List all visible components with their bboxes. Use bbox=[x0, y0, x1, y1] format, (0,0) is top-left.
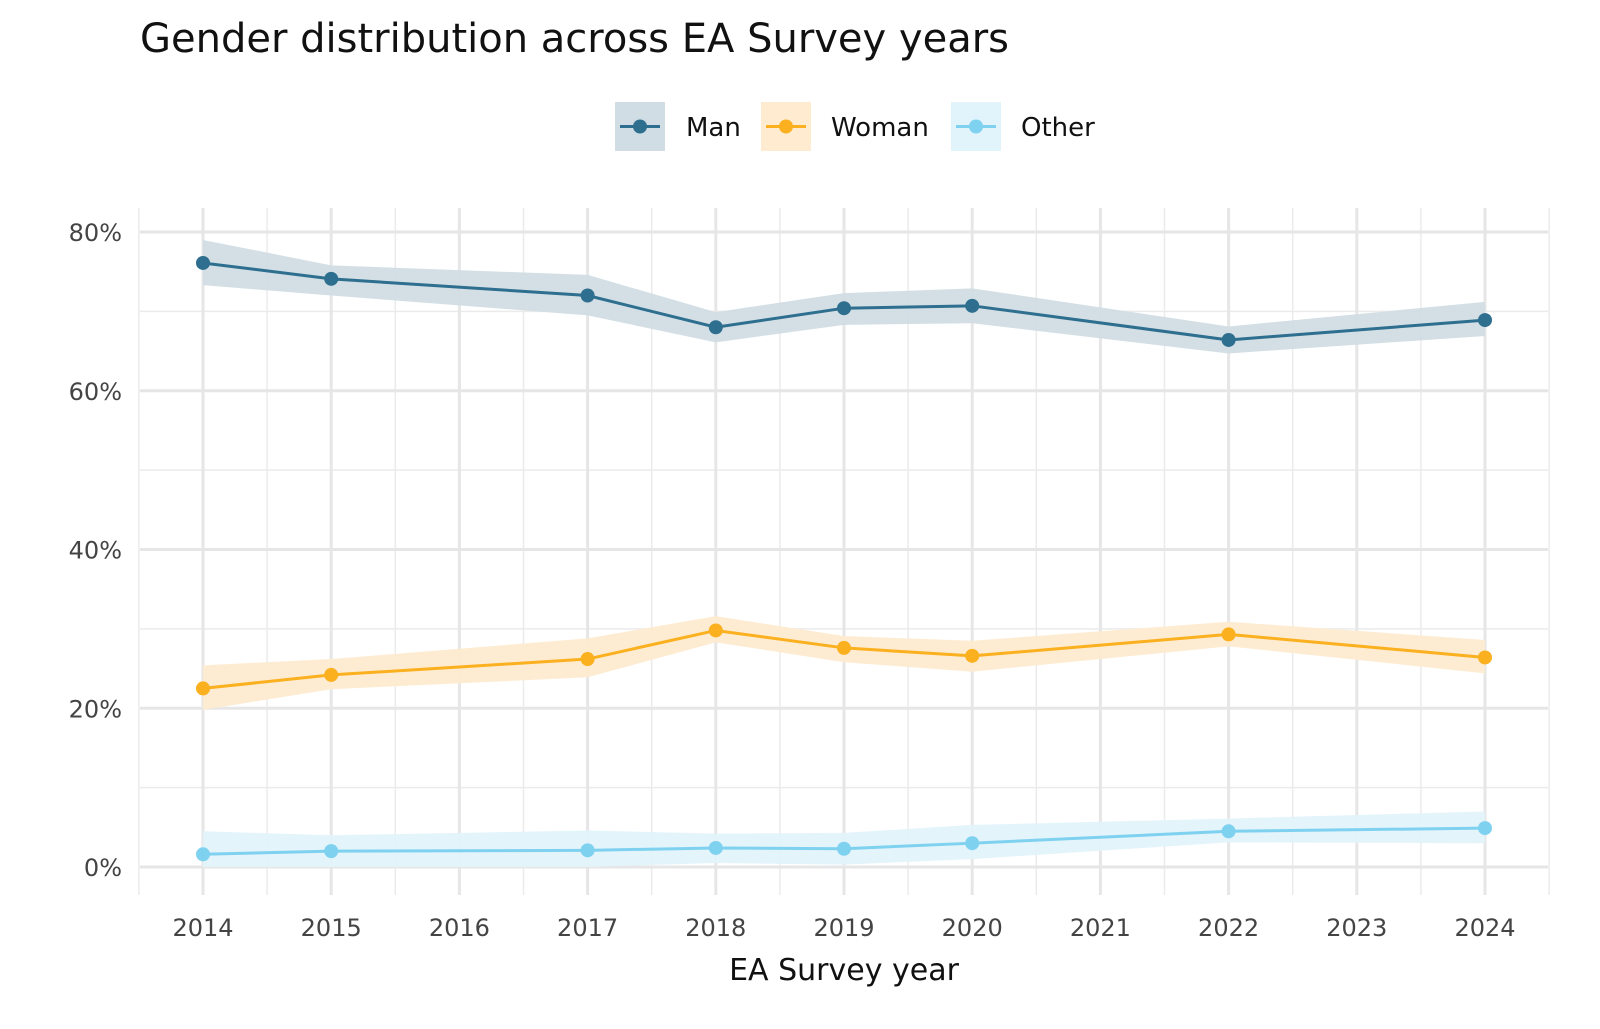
point-man bbox=[1221, 332, 1236, 347]
point-man bbox=[196, 255, 210, 270]
point-other bbox=[324, 844, 339, 859]
ribbon-other bbox=[203, 811, 1485, 867]
ribbon-man bbox=[203, 239, 1485, 354]
y-tick-label: 60% bbox=[69, 378, 122, 406]
x-tick-label: 2022 bbox=[1198, 914, 1259, 942]
point-man bbox=[324, 271, 339, 286]
point-other bbox=[580, 843, 595, 858]
y-axis: 0% 20% 40% 60% 80% bbox=[69, 219, 122, 882]
point-woman bbox=[708, 623, 723, 638]
point-other bbox=[965, 836, 980, 851]
series-lines bbox=[202, 261, 1486, 856]
x-tick-label: 2018 bbox=[685, 914, 746, 942]
y-tick-label: 80% bbox=[69, 219, 122, 247]
legend-label-other: Other bbox=[1021, 113, 1095, 143]
x-tick-label: 2023 bbox=[1326, 914, 1387, 942]
x-tick-label: 2015 bbox=[301, 914, 362, 942]
x-axis: 2014 2015 2016 2017 2018 2019 2020 2021 2022 2023… bbox=[172, 914, 1515, 942]
y-tick-label: 0% bbox=[84, 854, 122, 882]
point-other bbox=[1478, 821, 1492, 836]
point-woman bbox=[1221, 627, 1236, 642]
point-other bbox=[708, 840, 723, 855]
point-man bbox=[1478, 313, 1492, 328]
legend-item-man: Man bbox=[615, 102, 741, 151]
legend-label-man: Man bbox=[686, 113, 741, 143]
legend: Man Woman Other bbox=[615, 102, 1095, 151]
legend-label-woman: Woman bbox=[831, 113, 929, 143]
x-axis-title: EA Survey year bbox=[729, 953, 960, 988]
legend-point-man bbox=[633, 119, 647, 134]
point-man bbox=[580, 288, 595, 303]
series-points bbox=[196, 255, 1492, 862]
legend-item-woman: Woman bbox=[761, 102, 929, 151]
x-tick-label: 2014 bbox=[172, 914, 233, 942]
x-tick-label: 2016 bbox=[429, 914, 490, 942]
point-woman bbox=[837, 640, 851, 655]
x-tick-label: 2021 bbox=[1070, 914, 1131, 942]
point-woman bbox=[580, 652, 595, 667]
line-other bbox=[202, 826, 1486, 856]
point-other bbox=[1221, 824, 1236, 839]
point-woman bbox=[324, 667, 339, 682]
legend-item-other: Other bbox=[951, 102, 1095, 151]
point-woman bbox=[196, 681, 210, 696]
legend-point-woman bbox=[779, 119, 793, 134]
x-tick-label: 2017 bbox=[557, 914, 618, 942]
x-tick-label: 2019 bbox=[813, 914, 874, 942]
point-other bbox=[196, 847, 210, 862]
x-tick-label: 2024 bbox=[1454, 914, 1515, 942]
legend-point-other bbox=[969, 119, 983, 134]
point-other bbox=[837, 841, 851, 856]
point-man bbox=[837, 301, 851, 316]
y-tick-label: 20% bbox=[69, 695, 122, 723]
point-man bbox=[708, 320, 723, 335]
point-man bbox=[965, 298, 980, 313]
point-woman bbox=[965, 648, 980, 663]
y-tick-label: 40% bbox=[69, 537, 122, 565]
point-woman bbox=[1478, 650, 1492, 665]
chart-title: Gender distribution across EA Survey yea… bbox=[140, 16, 1009, 62]
line-man bbox=[202, 261, 1486, 342]
line-woman bbox=[202, 628, 1486, 690]
x-tick-label: 2020 bbox=[942, 914, 1003, 942]
